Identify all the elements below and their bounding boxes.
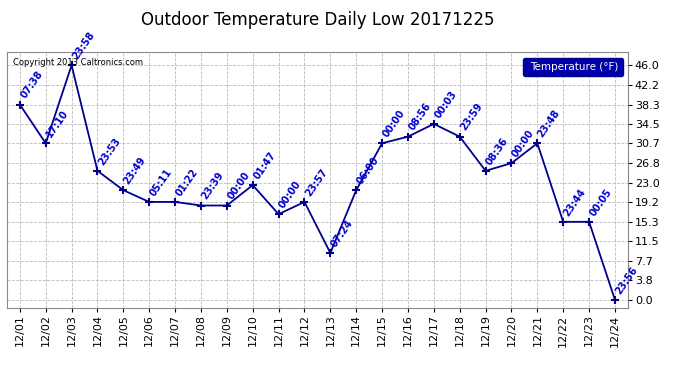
Text: 07:24: 07:24: [329, 217, 355, 249]
Text: 00:03: 00:03: [433, 88, 459, 120]
Text: 06:00: 06:00: [355, 155, 381, 186]
Text: 00:05: 00:05: [588, 186, 614, 218]
Text: 23:57: 23:57: [303, 166, 329, 198]
Text: 08:36: 08:36: [484, 135, 511, 166]
Text: 23:48: 23:48: [536, 108, 562, 139]
Text: 23:44: 23:44: [562, 186, 588, 218]
Text: 01:22: 01:22: [174, 166, 200, 198]
Text: 08:56: 08:56: [406, 101, 433, 132]
Text: 07:38: 07:38: [19, 69, 45, 100]
Text: 00:00: 00:00: [277, 179, 304, 210]
Text: 23:58: 23:58: [70, 30, 97, 61]
Legend: Temperature (°F): Temperature (°F): [523, 58, 622, 76]
Text: 05:11: 05:11: [148, 166, 174, 198]
Text: 23:53: 23:53: [96, 135, 122, 166]
Text: 00:00: 00:00: [381, 108, 407, 139]
Text: 01:47: 01:47: [251, 150, 277, 181]
Text: 23:56: 23:56: [613, 264, 640, 296]
Text: Outdoor Temperature Daily Low 20171225: Outdoor Temperature Daily Low 20171225: [141, 11, 494, 29]
Text: 17:10: 17:10: [44, 108, 70, 139]
Text: 23:59: 23:59: [458, 101, 484, 132]
Text: 00:00: 00:00: [510, 128, 536, 159]
Text: 23:49: 23:49: [122, 155, 148, 186]
Text: Copyright 2013 Caltronics.com: Copyright 2013 Caltronics.com: [13, 58, 143, 67]
Text: 23:39: 23:39: [199, 170, 226, 201]
Text: 00:00: 00:00: [226, 170, 252, 201]
